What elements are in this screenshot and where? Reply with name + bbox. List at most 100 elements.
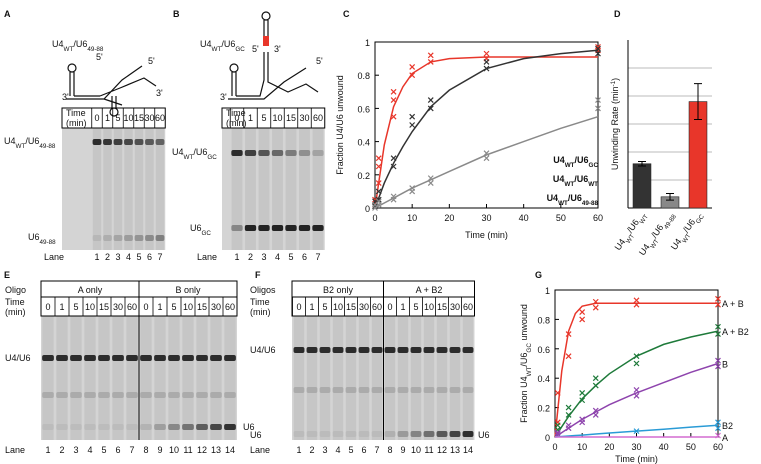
legend-entry-part: U4 (547, 193, 559, 203)
time-header: Time (250, 297, 270, 307)
band-label: U649-88 (28, 232, 56, 246)
data-point (483, 65, 490, 72)
x-tick-label: 60 (713, 442, 723, 452)
gel-band (462, 347, 474, 353)
y-axis-label: Fraction U4/U6 unwound (335, 75, 345, 175)
gel-band (298, 225, 311, 231)
lane-number: 7 (129, 445, 134, 455)
band-label-part: U4/U6 (250, 345, 276, 355)
band-label: U6 (250, 430, 262, 440)
band-label-part: U6 (190, 223, 202, 233)
gel-lane (155, 128, 165, 250)
gel-band (196, 355, 208, 361)
gel-band (258, 150, 270, 156)
gel-band (332, 347, 344, 353)
gel-lane (231, 128, 243, 250)
gel-band (358, 431, 370, 437)
time-label: 30 (450, 302, 460, 312)
data-point (715, 357, 721, 364)
lane-number: 5 (288, 252, 293, 262)
gel-band (140, 424, 152, 430)
time-label: 60 (463, 302, 473, 312)
y-axis-label: Unwinding Rate (min-1) (610, 78, 621, 170)
legend-entry-part: /U6 (575, 155, 589, 165)
band-label-part: U6 (28, 232, 40, 242)
gel-band (449, 387, 461, 393)
data-point (565, 404, 572, 411)
time-label: 15 (197, 302, 207, 312)
oligo-header: Oligos (250, 285, 276, 295)
gel-lane (319, 316, 331, 440)
gel-band (210, 392, 222, 398)
gel-band (285, 150, 297, 156)
series-label: B2 (722, 421, 733, 431)
legend-entry-part: WT (565, 162, 575, 169)
band-label-part: U4/U6 (5, 353, 31, 363)
gel-band (113, 235, 123, 241)
lane-number: 4 (335, 445, 340, 455)
gel-title-part: GC (235, 46, 245, 53)
time-label: 5 (73, 302, 78, 312)
y-tick-label: 0.8 (357, 71, 370, 81)
gel-band (84, 392, 96, 398)
data-point (427, 180, 434, 187)
gel-band (410, 347, 422, 353)
data-point (715, 363, 721, 370)
lane-number: 1 (94, 252, 99, 262)
gel-lane (258, 128, 270, 250)
error-bar (638, 161, 646, 167)
y-tick-label: 0.6 (357, 104, 370, 114)
gel-band (231, 150, 243, 156)
legend-entry-part: U4 (553, 174, 565, 184)
gel-band (271, 150, 284, 156)
data-point (595, 50, 601, 57)
data-point (390, 193, 397, 200)
gel-band (134, 139, 144, 145)
time-label: 0 (94, 113, 99, 123)
gel-band (42, 392, 54, 398)
gel-band (332, 431, 344, 437)
gel-lane (410, 316, 422, 440)
lane-number: 8 (387, 445, 392, 455)
gel-title: U4WT/U6GC (200, 39, 245, 53)
gel-band (126, 392, 138, 398)
gel-title-part: U4 (52, 39, 64, 49)
gel-lane (196, 316, 208, 440)
time-label: 60 (127, 302, 137, 312)
gel-title-part: /U6 (73, 39, 87, 49)
gel-band (285, 225, 297, 231)
gel-band (332, 387, 344, 393)
gel-band (42, 355, 54, 361)
gel-lane (397, 316, 409, 440)
lane-number: 2 (59, 445, 64, 455)
lane-number: 4 (87, 445, 92, 455)
gel-band (436, 347, 448, 353)
y-tick-label: 0 (365, 204, 370, 214)
gel-band (358, 347, 370, 353)
x-tick-label-part: GC (694, 213, 705, 225)
gel-band (168, 355, 180, 361)
lane-number: 3 (115, 252, 120, 262)
gel-band (436, 387, 448, 393)
gel-band (112, 355, 124, 361)
data-point (390, 113, 397, 120)
diagram-label: 3' (156, 88, 163, 98)
time-label: 15 (437, 302, 447, 312)
data-point (427, 105, 434, 112)
plot-frame (374, 41, 599, 209)
gel-title-part: WT (212, 46, 222, 53)
gel-band (112, 392, 124, 398)
gel-band (293, 347, 305, 353)
lane-number: 7 (374, 445, 379, 455)
y-tick-label: 0.4 (537, 374, 550, 384)
gel-lane (168, 316, 180, 440)
y-axis-label-part: Unwinding Rate (min (610, 87, 620, 171)
x-tick-label: 0 (372, 213, 377, 223)
gel-band (98, 355, 110, 361)
data-point (595, 105, 601, 112)
bar (632, 163, 652, 209)
y-axis-label-part: unwound (519, 304, 529, 343)
gel-band (70, 355, 82, 361)
gel-band (358, 387, 370, 393)
data-point (565, 412, 572, 418)
